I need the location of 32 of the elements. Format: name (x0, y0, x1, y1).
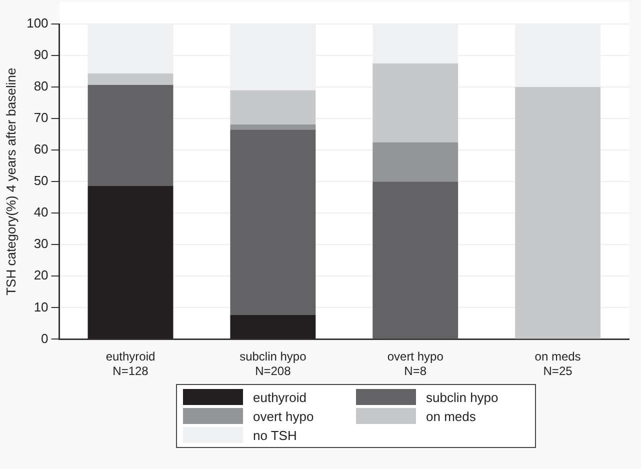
bar (372, 63, 458, 142)
legend-label: no TSH (253, 428, 297, 442)
legend-label: euthyroid (253, 390, 306, 404)
legend-label: overt hypo (253, 408, 314, 424)
x-tick-label: euthyroid N=128 (106, 350, 156, 378)
bar (88, 186, 174, 339)
bar (230, 90, 316, 125)
y-tick-label: 30 (34, 236, 48, 252)
bar (515, 87, 601, 339)
y-tick-label: 0 (41, 330, 48, 346)
y-tick-label: 70 (34, 110, 48, 126)
bar (372, 182, 458, 339)
y-tick-label: 90 (34, 47, 48, 62)
x-tick-label: subclin hypo N=208 (240, 350, 307, 378)
bar (372, 142, 458, 182)
y-axis-title: TSH category(%) 4 years after baseline (3, 68, 18, 296)
y-tick-label: 100 (26, 16, 48, 31)
bar (88, 73, 174, 85)
x-tick-label: on meds N=25 (534, 350, 581, 378)
y-tick-label: 20 (34, 268, 48, 283)
y-tick-label: 80 (34, 78, 48, 94)
legend-label: subclin hypo (426, 390, 498, 404)
y-tick-label: 10 (34, 299, 48, 314)
legend-label: on meds (426, 408, 476, 424)
bar (230, 124, 316, 130)
bar (230, 130, 316, 315)
bar (230, 314, 316, 339)
bar (88, 84, 174, 186)
y-tick-label: 40 (34, 204, 48, 220)
y-tick-label: 50 (34, 173, 48, 188)
x-tick-label: overt hypo N=8 (387, 350, 444, 378)
y-tick-label: 60 (34, 142, 48, 157)
